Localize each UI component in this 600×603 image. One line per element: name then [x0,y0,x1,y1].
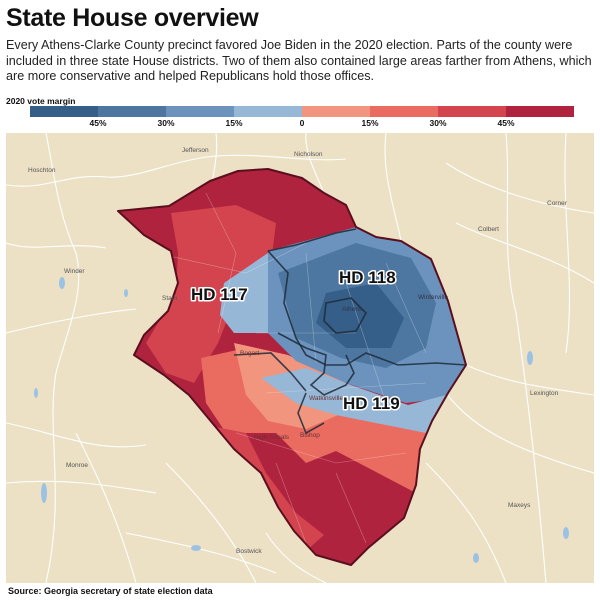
legend-swatch-d0-15 [234,106,302,117]
page-subtitle: Every Athens-Clarke County precinct favo… [6,38,592,83]
place-label-jefferson: Jefferson [182,147,209,154]
district-label-hd119: HD 119 [343,394,400,413]
legend-tick: 15% [225,118,243,128]
district-label-hd118: HD 118 [339,268,396,287]
place-label-athens: Athens [342,306,363,313]
place-label-winterville: Winterville [418,294,448,301]
place-label-bostwick: Bostwick [236,548,262,555]
place-label-bogart: Bogart [240,350,259,357]
district-boundaries [233,228,467,435]
place-label-statham: Stath [162,295,178,302]
legend-title: 2020 vote margin [6,96,76,106]
place-label-lexington: Lexington [530,390,559,397]
precinct-area-d0-15-east [261,368,446,433]
precinct-map: Hoschton Jefferson Nicholson Corner Colb… [6,133,594,583]
legend-tick: 45% [89,118,107,128]
district-boundary-downtown [323,297,367,334]
legend-tick: 30% [429,118,447,128]
legend-tick: 30% [157,118,175,128]
district-boundary-117-118-north [267,228,357,252]
legend-swatch-r15-30 [370,106,438,117]
precinct-area-d0-15-west [220,253,276,333]
county-shading [118,169,466,565]
legend-color-scale [30,106,574,117]
place-label-hoschton: Hoschton [28,167,56,174]
page-title: State House overview [6,4,259,32]
district-labels: HD 117 HD 118 HD 119 [190,267,402,415]
source-note: Source: Georgia secretary of state elect… [8,586,213,596]
place-label-corner: Corner [547,200,568,207]
legend-swatch-r0-15 [302,106,370,117]
legend-swatch-d15-30 [166,106,234,117]
place-label-monroe: Monroe [66,462,88,469]
place-label-bishop: Bishop [300,432,320,439]
legend-swatch-r30-45 [438,106,506,117]
legend-swatch-r45plus [506,106,574,117]
district-boundary-central [277,332,355,396]
district-boundary-119-notch [297,392,325,435]
precinct-area-r30-north [146,205,276,383]
legend-ticks: 45% 30% 15% 0 15% 30% 45% [0,118,600,130]
district-label-hd117: HD 117 [191,285,248,304]
district-boundary-118-119 [267,250,467,366]
place-label-nicholson: Nicholson [294,151,323,158]
legend-swatch-d30-45 [98,106,166,117]
place-labels: Hoschton Jefferson Nicholson Corner Colb… [28,147,568,555]
precinct-area-d45plus [316,283,404,348]
place-label-watkinsville: Watkinsville [309,395,343,402]
place-label-colbert: Colbert [478,226,499,233]
legend-tick: 15% [361,118,379,128]
legend-tick: 45% [497,118,515,128]
place-label-high-shoals: High Shoals [254,434,290,441]
legend-swatch-d45plus [30,106,98,117]
county-outline [117,168,467,566]
place-label-maxeys: Maxeys [508,502,531,509]
road-network [6,133,594,583]
district-boundary-117-119 [233,352,307,392]
water-features [34,277,569,563]
place-label-winder: Winder [64,268,85,275]
legend-tick: 0 [299,118,305,128]
